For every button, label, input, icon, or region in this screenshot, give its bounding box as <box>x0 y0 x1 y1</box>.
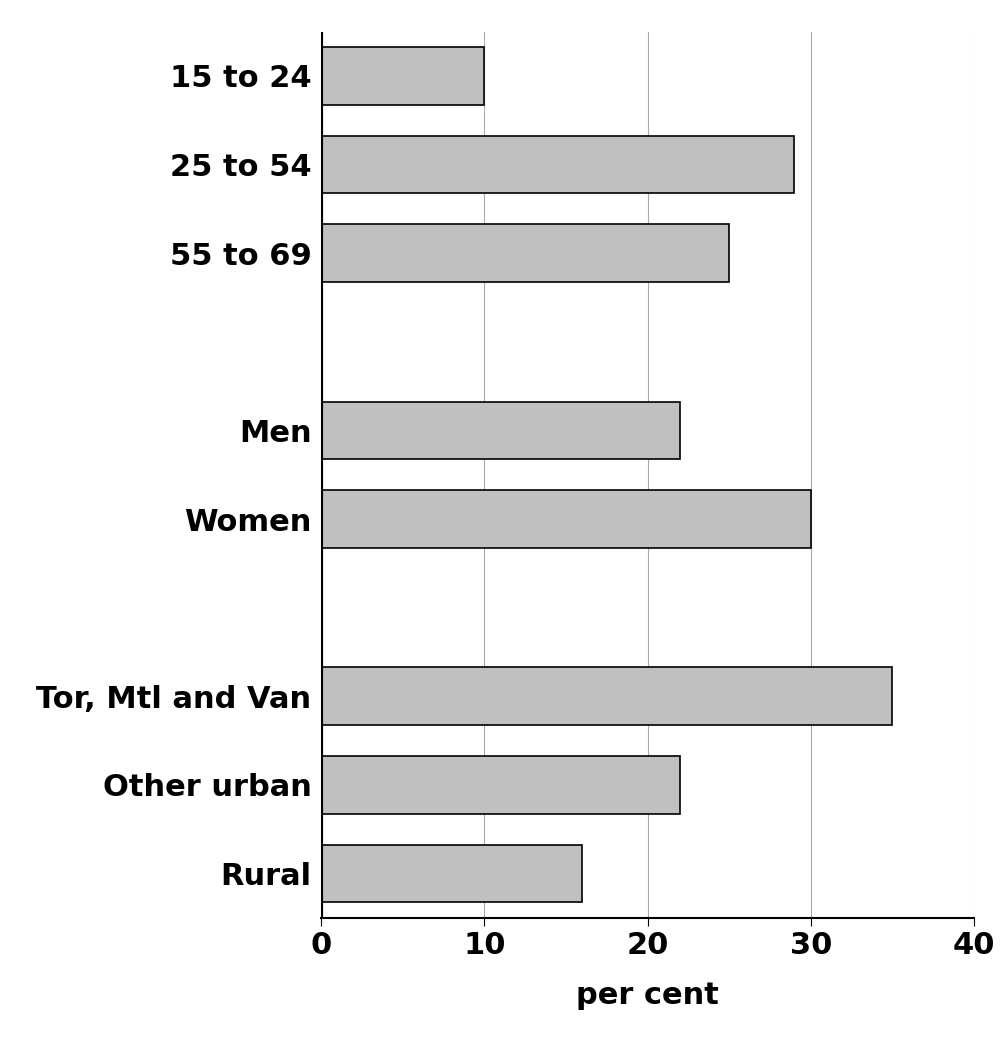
Bar <box>321 756 680 813</box>
Bar <box>321 491 810 548</box>
Bar <box>321 845 582 902</box>
Bar <box>321 402 680 459</box>
Bar <box>321 668 892 725</box>
Bar <box>321 136 793 193</box>
Bar <box>321 47 484 104</box>
X-axis label: per cent: per cent <box>576 981 718 1010</box>
Bar <box>321 225 728 282</box>
